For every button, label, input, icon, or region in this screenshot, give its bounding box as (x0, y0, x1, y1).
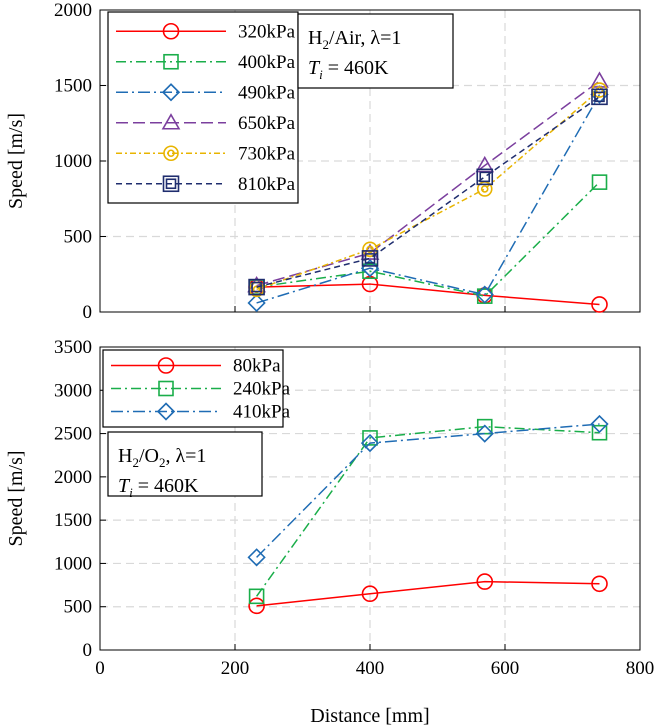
series-400kPa (248, 174, 608, 304)
data-point (248, 278, 265, 296)
legend-label: 810kPa (238, 174, 296, 195)
legend-marker (161, 113, 181, 130)
series-650kPa (247, 71, 609, 293)
y-tick-label: 1000 (54, 151, 92, 172)
series-410kPa (247, 414, 609, 567)
data-point (475, 155, 495, 173)
x-tick-label: 200 (221, 658, 250, 679)
legend-label: 650kPa (238, 113, 296, 134)
data-point (475, 285, 494, 304)
legend-marker (157, 357, 175, 374)
data-point (476, 573, 494, 590)
legend: 320kPa 400kPa 490kPa 650kPa 730kPa 810kPa (107, 11, 299, 204)
y-tick-label: 1000 (54, 553, 92, 574)
series-810kPa (248, 88, 608, 296)
annotation-line-1: H2​/O2​, λ=1 (118, 445, 206, 470)
top-chart: 0 500 1000 1500 2000 Speed [m/s] 320kPa 400kPa 4… (5, 0, 641, 323)
legend-label: 400kPa (238, 52, 296, 73)
data-point (248, 597, 265, 615)
annotation-box (107, 431, 263, 497)
x-tick-label: 800 (626, 658, 655, 679)
data-point (362, 263, 378, 280)
series-line (256, 89, 600, 291)
legend-marker (162, 22, 180, 40)
y-tick-label: 1500 (54, 76, 92, 97)
data-point (361, 250, 379, 267)
y-tick-label: 500 (64, 597, 93, 618)
condition-annotation: H2​/O2​, λ=1 Ti = 460K (107, 431, 263, 500)
series-490kPa (247, 85, 609, 313)
series-line (256, 80, 600, 287)
annotation-line-1: H2​/Air, λ=1 (308, 27, 401, 52)
legend-label: 240kPa (233, 379, 291, 400)
legend-marker (163, 53, 179, 70)
y-axis-label: Speed [m/s] (5, 450, 27, 546)
data-point (362, 430, 378, 446)
legend-marker (158, 380, 174, 397)
legend-marker (163, 145, 179, 162)
series-line (255, 425, 600, 597)
annotation-line-2: Ti = 460K (118, 475, 199, 500)
legend-label: 410kPa (233, 402, 291, 423)
data-point (247, 548, 266, 567)
series-line (256, 94, 601, 304)
data-point (590, 414, 609, 434)
legend-label: 490kPa (238, 82, 296, 103)
y-tick-label: 0 (83, 302, 93, 323)
legend-marker (156, 402, 176, 421)
y-tick-label: 2000 (54, 467, 92, 488)
legend-label: 730kPa (238, 143, 296, 164)
data-point (476, 418, 493, 435)
y-tick-label: 1500 (54, 510, 92, 531)
data-point (475, 424, 494, 443)
legend-marker (161, 83, 181, 102)
y-tick-label: 2000 (54, 0, 92, 21)
condition-annotation: H2​/Air, λ=1 Ti = 460K (297, 13, 454, 89)
legend-label: 80kPa (233, 356, 281, 377)
data-point (248, 588, 265, 605)
legend-marker (162, 175, 180, 193)
legend-box (107, 11, 299, 204)
x-tick-label: 600 (491, 658, 520, 679)
data-point (476, 168, 494, 186)
series-line (256, 283, 600, 306)
x-tick-label: 400 (356, 658, 385, 679)
series-line (256, 580, 600, 607)
y-tick-label: 0 (83, 640, 93, 661)
annotation-line-2: Ti = 460K (308, 57, 389, 82)
series-240kPa (248, 418, 608, 605)
y-tick-label: 500 (64, 227, 93, 248)
series-line (256, 423, 600, 558)
series-line (256, 96, 600, 288)
bottom-chart: 0 200 400 600 800 0 500 1000 1500 2000 2500 3000 350… (5, 337, 654, 727)
x-axis-label: Distance [mm] (310, 705, 429, 727)
data-point (360, 433, 380, 453)
data-point (361, 585, 379, 603)
data-point (591, 575, 608, 593)
data-point (591, 174, 608, 190)
data-point (591, 88, 608, 106)
y-tick-label: 2500 (54, 424, 92, 445)
data-point (591, 424, 608, 441)
series-80kPa (248, 573, 608, 615)
data-point (590, 85, 609, 104)
y-axis-label: Speed [m/s] (5, 113, 27, 209)
x-tick-label: 0 (95, 658, 105, 679)
y-tick-label: 3000 (54, 380, 92, 401)
data-point (362, 241, 378, 258)
data-point (591, 296, 608, 313)
data-point (247, 293, 266, 313)
annotation-box (297, 13, 454, 89)
series-line (256, 181, 601, 297)
data-point (360, 243, 380, 260)
y-tick-label: 3500 (54, 337, 92, 358)
legend-label: 320kPa (238, 21, 296, 42)
